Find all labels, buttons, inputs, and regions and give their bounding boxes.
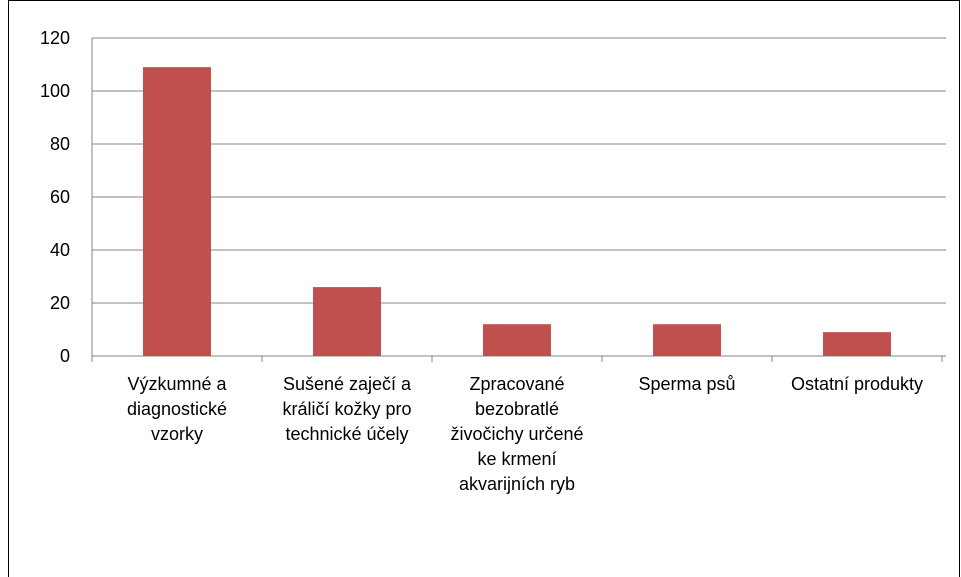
y-tick-label: 60 [50, 187, 70, 207]
x-tick-label: Zpracované bezobratlé živočichy určené ke k… [450, 374, 583, 494]
y-tick-label: 80 [50, 134, 70, 154]
y-tick-label: 20 [50, 293, 70, 313]
bar [653, 324, 721, 356]
chart-frame [8, 0, 960, 577]
bar [823, 332, 891, 356]
bar [143, 67, 211, 357]
y-tick-label: 40 [50, 240, 70, 260]
x-tick-label: Výzkumné a diagnostické vzorky [127, 374, 228, 444]
x-tick-label: Ostatní produkty [791, 374, 923, 394]
y-tick-label: 120 [40, 28, 70, 48]
y-tick-label: 100 [40, 81, 70, 101]
x-tick-label: Sušené zaječí a králičí kožky pro technick… [282, 374, 412, 444]
y-tick-label: 0 [60, 346, 70, 366]
bar [313, 287, 381, 356]
bar [483, 324, 551, 356]
x-tick-label: Sperma psů [638, 374, 735, 394]
